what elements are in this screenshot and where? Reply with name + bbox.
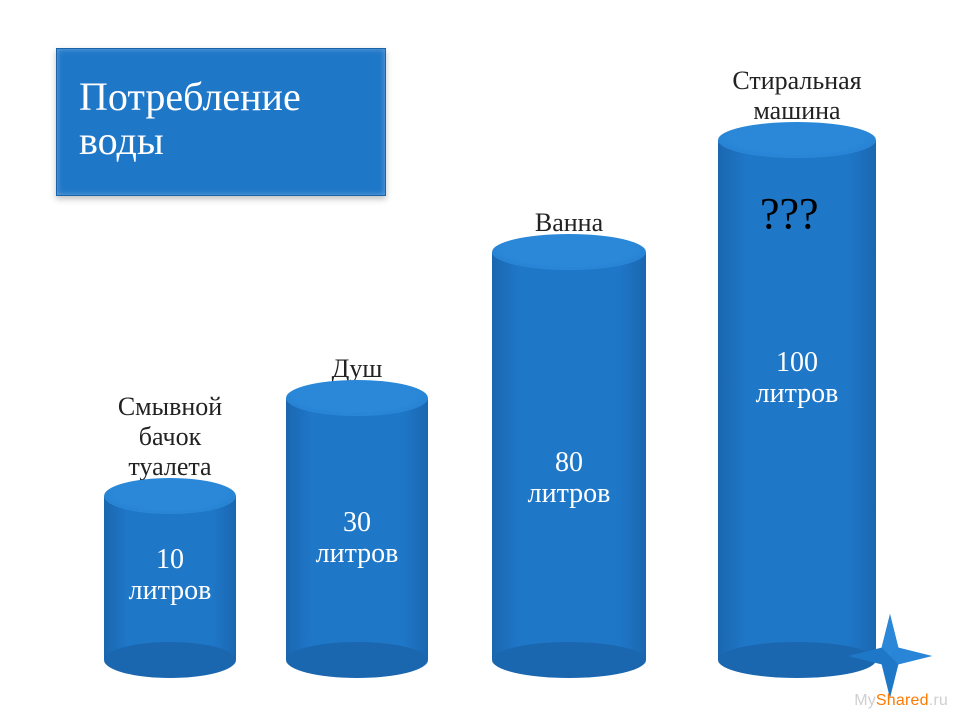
value-label: 10 литров (104, 545, 236, 607)
category-label: Смывной бачок туалета (118, 392, 222, 482)
cylinder-top (718, 122, 876, 158)
watermark-accent: Shared (876, 692, 929, 709)
category-label: Стиральная машина (732, 66, 861, 126)
cylinder-top (492, 234, 646, 270)
chart-item: Душ30 литров (286, 354, 428, 660)
cylinder: 30 литров (286, 398, 428, 660)
cylinder-top (104, 478, 236, 514)
cylinder-bottom (492, 642, 646, 678)
cylinder-bottom (286, 642, 428, 678)
chart-item: Смывной бачок туалета 10 литров (104, 392, 236, 660)
watermark-prefix: My (854, 692, 876, 709)
watermark-suffix: .ru (929, 692, 948, 709)
cylinder: 10 литров (104, 496, 236, 660)
water-consumption-chart: Смывной бачок туалета 10 литров Душ30 литр… (0, 0, 960, 720)
value-label: 30 литров (286, 508, 428, 570)
unknown-annotation: ??? (760, 188, 819, 239)
cylinder-top (286, 380, 428, 416)
cylinder: 80 литров (492, 252, 646, 660)
value-label: 100 литров (718, 348, 876, 410)
value-label: 80 литров (492, 448, 646, 510)
chart-item: Ванна80 литров (492, 208, 646, 660)
watermark: MyShared.ru (854, 692, 948, 710)
cylinder-bottom (104, 642, 236, 678)
chart-item: Стиральная машина 100 литров (718, 66, 876, 660)
star-icon (848, 614, 932, 698)
